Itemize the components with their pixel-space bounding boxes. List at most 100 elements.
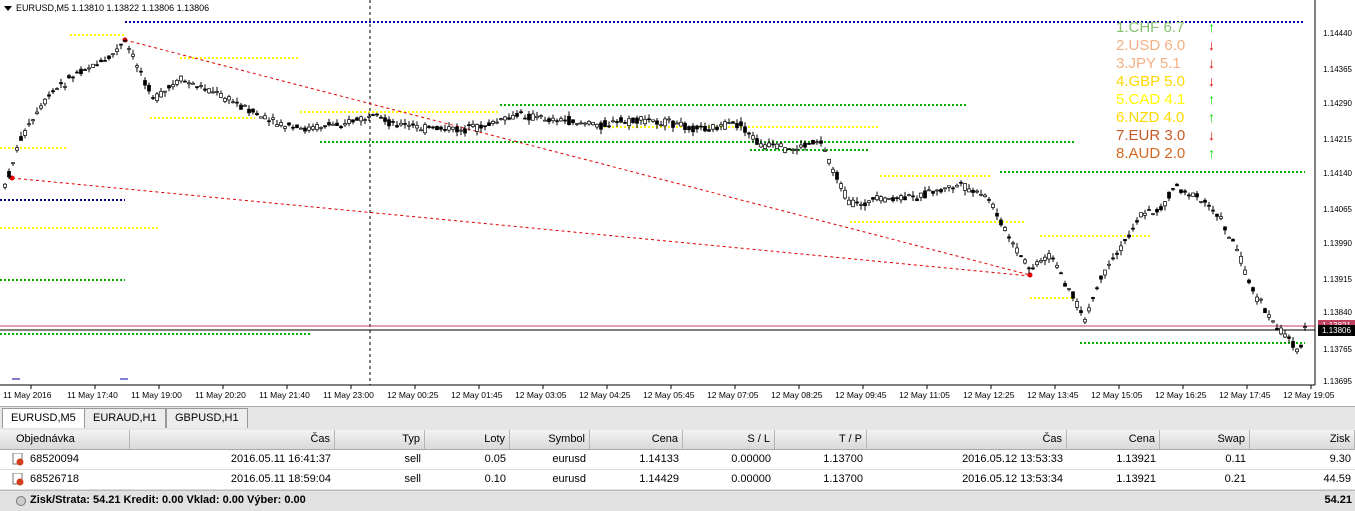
candle-body bbox=[283, 126, 287, 129]
column-header[interactable]: Zisk bbox=[1250, 430, 1355, 449]
candle-body bbox=[947, 185, 951, 188]
tab-eurusd-m5[interactable]: EURUSD,M5 bbox=[2, 408, 85, 428]
summary-text: Zisk/Strata: 54.21 Kredit: 0.00 Vklad: 0… bbox=[30, 494, 306, 506]
candle-body bbox=[695, 125, 699, 130]
candle-body bbox=[255, 112, 259, 116]
time-tick-label: 12 May 01:45 bbox=[451, 390, 503, 400]
chart-menu-icon[interactable] bbox=[4, 5, 12, 11]
candle-body bbox=[1207, 204, 1211, 207]
time-tick-label: 11 May 19:00 bbox=[131, 390, 182, 400]
candle-body bbox=[1031, 267, 1035, 270]
candle-body bbox=[731, 121, 735, 124]
candle-body bbox=[259, 116, 263, 119]
candle-body bbox=[443, 129, 447, 131]
table-row[interactable]: 68526718 2016.05.11 18:59:04 sell 0.10 eurus… bbox=[0, 470, 1355, 490]
candle-body bbox=[1239, 256, 1243, 264]
candle-body bbox=[103, 60, 107, 62]
down-arrow-icon: ↓ bbox=[1208, 127, 1215, 143]
candle-body bbox=[383, 117, 387, 122]
candle-body bbox=[247, 108, 251, 114]
candle-body bbox=[675, 122, 679, 125]
candle-body bbox=[311, 126, 315, 130]
candle-body bbox=[899, 195, 903, 201]
column-header[interactable]: Čas bbox=[130, 430, 335, 449]
tab-euraud-h1[interactable]: EURAUD,H1 bbox=[84, 408, 166, 428]
candle-body bbox=[219, 93, 223, 98]
column-header[interactable]: Typ bbox=[335, 430, 425, 449]
table-cell: 2016.05.12 13:53:34 bbox=[962, 473, 1063, 485]
time-tick-label: 12 May 05:45 bbox=[643, 390, 695, 400]
price-chart[interactable]: 11 May 2016 11 May 17:40 11 May 19:00 11 Ma… bbox=[0, 0, 1355, 405]
candle-body bbox=[431, 126, 435, 129]
candle-body bbox=[1155, 208, 1159, 213]
candle-body bbox=[1175, 183, 1179, 187]
candle-body bbox=[959, 181, 963, 184]
table-cell: 68520094 bbox=[30, 453, 79, 465]
table-row[interactable]: 68520094 2016.05.11 16:41:37 sell 0.05 eurus… bbox=[0, 450, 1355, 470]
candle-body bbox=[243, 104, 247, 107]
candle-body bbox=[235, 101, 239, 104]
candle-body bbox=[967, 188, 971, 193]
candle-body bbox=[943, 187, 947, 190]
candle-body bbox=[55, 88, 59, 90]
candle-body bbox=[691, 125, 695, 133]
candle-body bbox=[139, 70, 143, 73]
candle-body bbox=[1095, 287, 1099, 290]
candle-body bbox=[399, 122, 403, 126]
candle-body bbox=[655, 120, 659, 125]
column-header[interactable]: Objednávka bbox=[0, 430, 130, 449]
candle-body bbox=[7, 171, 11, 178]
candle-body bbox=[75, 71, 79, 74]
candle-body bbox=[971, 189, 975, 193]
table-cell: eurusd bbox=[552, 473, 586, 485]
strength-row: 1.CHF 6.7 ↑ bbox=[1116, 18, 1215, 36]
candle-body bbox=[591, 121, 595, 126]
candle-body bbox=[95, 64, 99, 67]
candle-body bbox=[923, 190, 927, 199]
candle-body bbox=[603, 120, 607, 128]
candle-body bbox=[759, 143, 763, 148]
down-arrow-icon: ↓ bbox=[1208, 73, 1215, 89]
candle-body bbox=[287, 122, 291, 126]
column-header[interactable]: Swap bbox=[1160, 430, 1250, 449]
candle-body bbox=[207, 88, 211, 94]
candle-body bbox=[1103, 269, 1107, 276]
candle-body bbox=[1231, 239, 1235, 242]
candle-body bbox=[51, 90, 55, 93]
column-header[interactable]: Loty bbox=[425, 430, 510, 449]
candle-body bbox=[683, 122, 687, 130]
candle-body bbox=[939, 189, 943, 193]
column-header[interactable]: S / L bbox=[683, 430, 775, 449]
candle-body bbox=[803, 142, 807, 148]
candle-body bbox=[727, 122, 731, 124]
strength-label: 8.AUD 2.0 bbox=[1116, 144, 1186, 162]
tab-gbpusd-h1[interactable]: GBPUSD,H1 bbox=[166, 408, 248, 428]
column-header[interactable]: Cena bbox=[1067, 430, 1160, 449]
candle-body bbox=[847, 199, 851, 206]
candle-body bbox=[1011, 242, 1015, 245]
candle-body bbox=[979, 193, 983, 196]
column-header[interactable]: Čas bbox=[867, 430, 1067, 449]
candle-body bbox=[1235, 249, 1239, 252]
candle-body bbox=[863, 202, 867, 207]
column-header[interactable]: Cena bbox=[590, 430, 683, 449]
candle-body bbox=[1015, 247, 1019, 254]
strength-row: 6.NZD 4.0 ↑ bbox=[1116, 108, 1215, 126]
candle-body bbox=[199, 85, 203, 87]
column-header[interactable]: T / P bbox=[775, 430, 867, 449]
candle-body bbox=[819, 140, 823, 144]
candle-body bbox=[535, 115, 539, 118]
candle-body bbox=[547, 118, 551, 122]
candle-body bbox=[883, 197, 887, 203]
candle-body bbox=[1055, 265, 1059, 268]
candle-body bbox=[107, 55, 111, 59]
price-tick-label: 1.14215 bbox=[1323, 135, 1352, 144]
candle-body bbox=[607, 125, 611, 128]
candle-body bbox=[595, 123, 599, 128]
candle-body bbox=[643, 118, 647, 125]
candle-body bbox=[339, 125, 343, 129]
column-header[interactable]: Symbol bbox=[510, 430, 590, 449]
candle-body bbox=[723, 121, 727, 130]
candle-body bbox=[343, 123, 347, 126]
strength-label: 2.USD 6.0 bbox=[1116, 36, 1186, 54]
